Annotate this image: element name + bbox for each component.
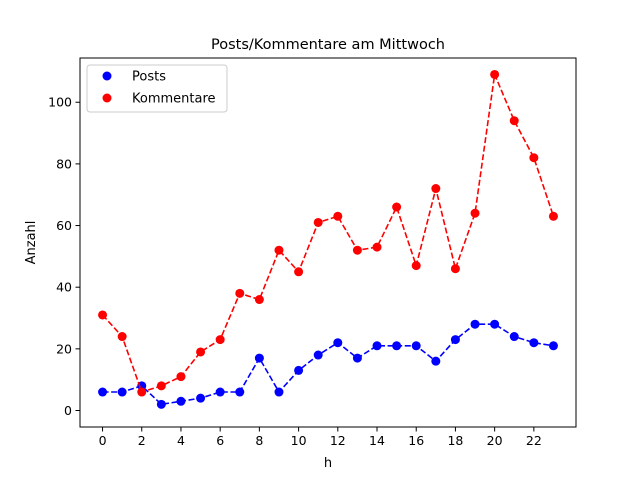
y-tick-label: 40: [56, 280, 72, 295]
x-tick-label: 20: [487, 433, 503, 448]
data-point-posts: [98, 387, 108, 397]
x-tick-label: 8: [255, 433, 263, 448]
data-point-kommentare: [98, 310, 108, 320]
legend-marker-kommentare: [102, 93, 112, 103]
data-point-posts: [450, 335, 460, 345]
data-point-kommentare: [509, 116, 519, 126]
legend: Posts Kommentare: [86, 64, 228, 113]
series-layer: [98, 69, 558, 409]
data-point-kommentare: [372, 242, 382, 252]
x-tick-label: 22: [526, 433, 542, 448]
data-point-posts: [529, 338, 539, 348]
data-point-posts: [411, 341, 421, 351]
x-axis: 0 2 4 6 8 10 12 14 16 18 20 22: [99, 427, 542, 448]
x-tick-label: 16: [408, 433, 424, 448]
data-point-kommentare: [156, 381, 166, 391]
y-axis: 0 20 40 60 80 100: [48, 95, 80, 418]
y-tick-label: 0: [64, 403, 72, 418]
data-point-kommentare: [548, 211, 558, 221]
x-tick-label: 2: [138, 433, 146, 448]
data-point-posts: [215, 387, 225, 397]
data-point-kommentare: [450, 264, 460, 274]
x-tick-label: 18: [447, 433, 463, 448]
data-point-posts: [333, 338, 343, 348]
plot-frame: [79, 57, 577, 428]
plot-area: [80, 58, 576, 427]
data-point-kommentare: [529, 153, 539, 163]
y-axis-label: Anzahl: [24, 221, 39, 265]
data-point-posts: [431, 356, 441, 366]
data-point-kommentare: [490, 69, 500, 79]
data-point-posts: [254, 353, 264, 363]
data-point-kommentare: [137, 387, 147, 397]
x-axis-label: h: [324, 456, 332, 471]
y-tick-label: 20: [56, 341, 72, 356]
y-tick-label: 80: [56, 156, 72, 171]
x-tick-label: 14: [369, 433, 385, 448]
data-point-kommentare: [176, 372, 186, 382]
series-line-kommentare: [101, 71, 555, 394]
data-point-posts: [313, 350, 323, 360]
x-tick-label: 12: [330, 433, 346, 448]
data-point-kommentare: [431, 184, 441, 194]
data-point-kommentare: [215, 335, 225, 345]
x-tick-label: 4: [177, 433, 185, 448]
data-point-posts: [274, 387, 284, 397]
data-point-posts: [156, 399, 166, 409]
data-point-kommentare: [196, 347, 206, 357]
data-point-posts: [509, 332, 519, 342]
data-point-kommentare: [294, 267, 304, 277]
data-point-kommentare: [333, 211, 343, 221]
data-point-posts: [117, 387, 127, 397]
data-point-kommentare: [392, 202, 402, 212]
data-point-posts: [372, 341, 382, 351]
legend-label-posts: Posts: [132, 70, 166, 85]
data-point-kommentare: [254, 295, 264, 305]
data-point-kommentare: [411, 261, 421, 271]
data-point-posts: [235, 387, 245, 397]
legend-label-kommentare: Kommentare: [132, 92, 216, 107]
data-point-posts: [490, 319, 500, 329]
data-point-posts: [196, 393, 206, 403]
data-point-posts: [548, 341, 558, 351]
data-point-kommentare: [313, 217, 323, 227]
x-tick-label: 6: [216, 433, 224, 448]
chart-title: Posts/Kommentare am Mittwoch: [211, 37, 445, 53]
legend-marker-posts: [102, 71, 112, 81]
data-point-posts: [176, 396, 186, 406]
x-tick-label: 10: [291, 433, 307, 448]
y-tick-label: 100: [48, 95, 72, 110]
data-point-kommentare: [117, 332, 127, 342]
data-point-kommentare: [470, 208, 480, 218]
data-point-posts: [392, 341, 402, 351]
data-point-kommentare: [352, 245, 362, 255]
data-point-kommentare: [235, 288, 245, 298]
data-point-kommentare: [274, 245, 284, 255]
legend-box: [86, 64, 228, 113]
data-point-posts: [470, 319, 480, 329]
data-point-posts: [294, 365, 304, 375]
x-tick-label: 0: [99, 433, 107, 448]
y-tick-label: 60: [56, 218, 72, 233]
data-point-posts: [352, 353, 362, 363]
